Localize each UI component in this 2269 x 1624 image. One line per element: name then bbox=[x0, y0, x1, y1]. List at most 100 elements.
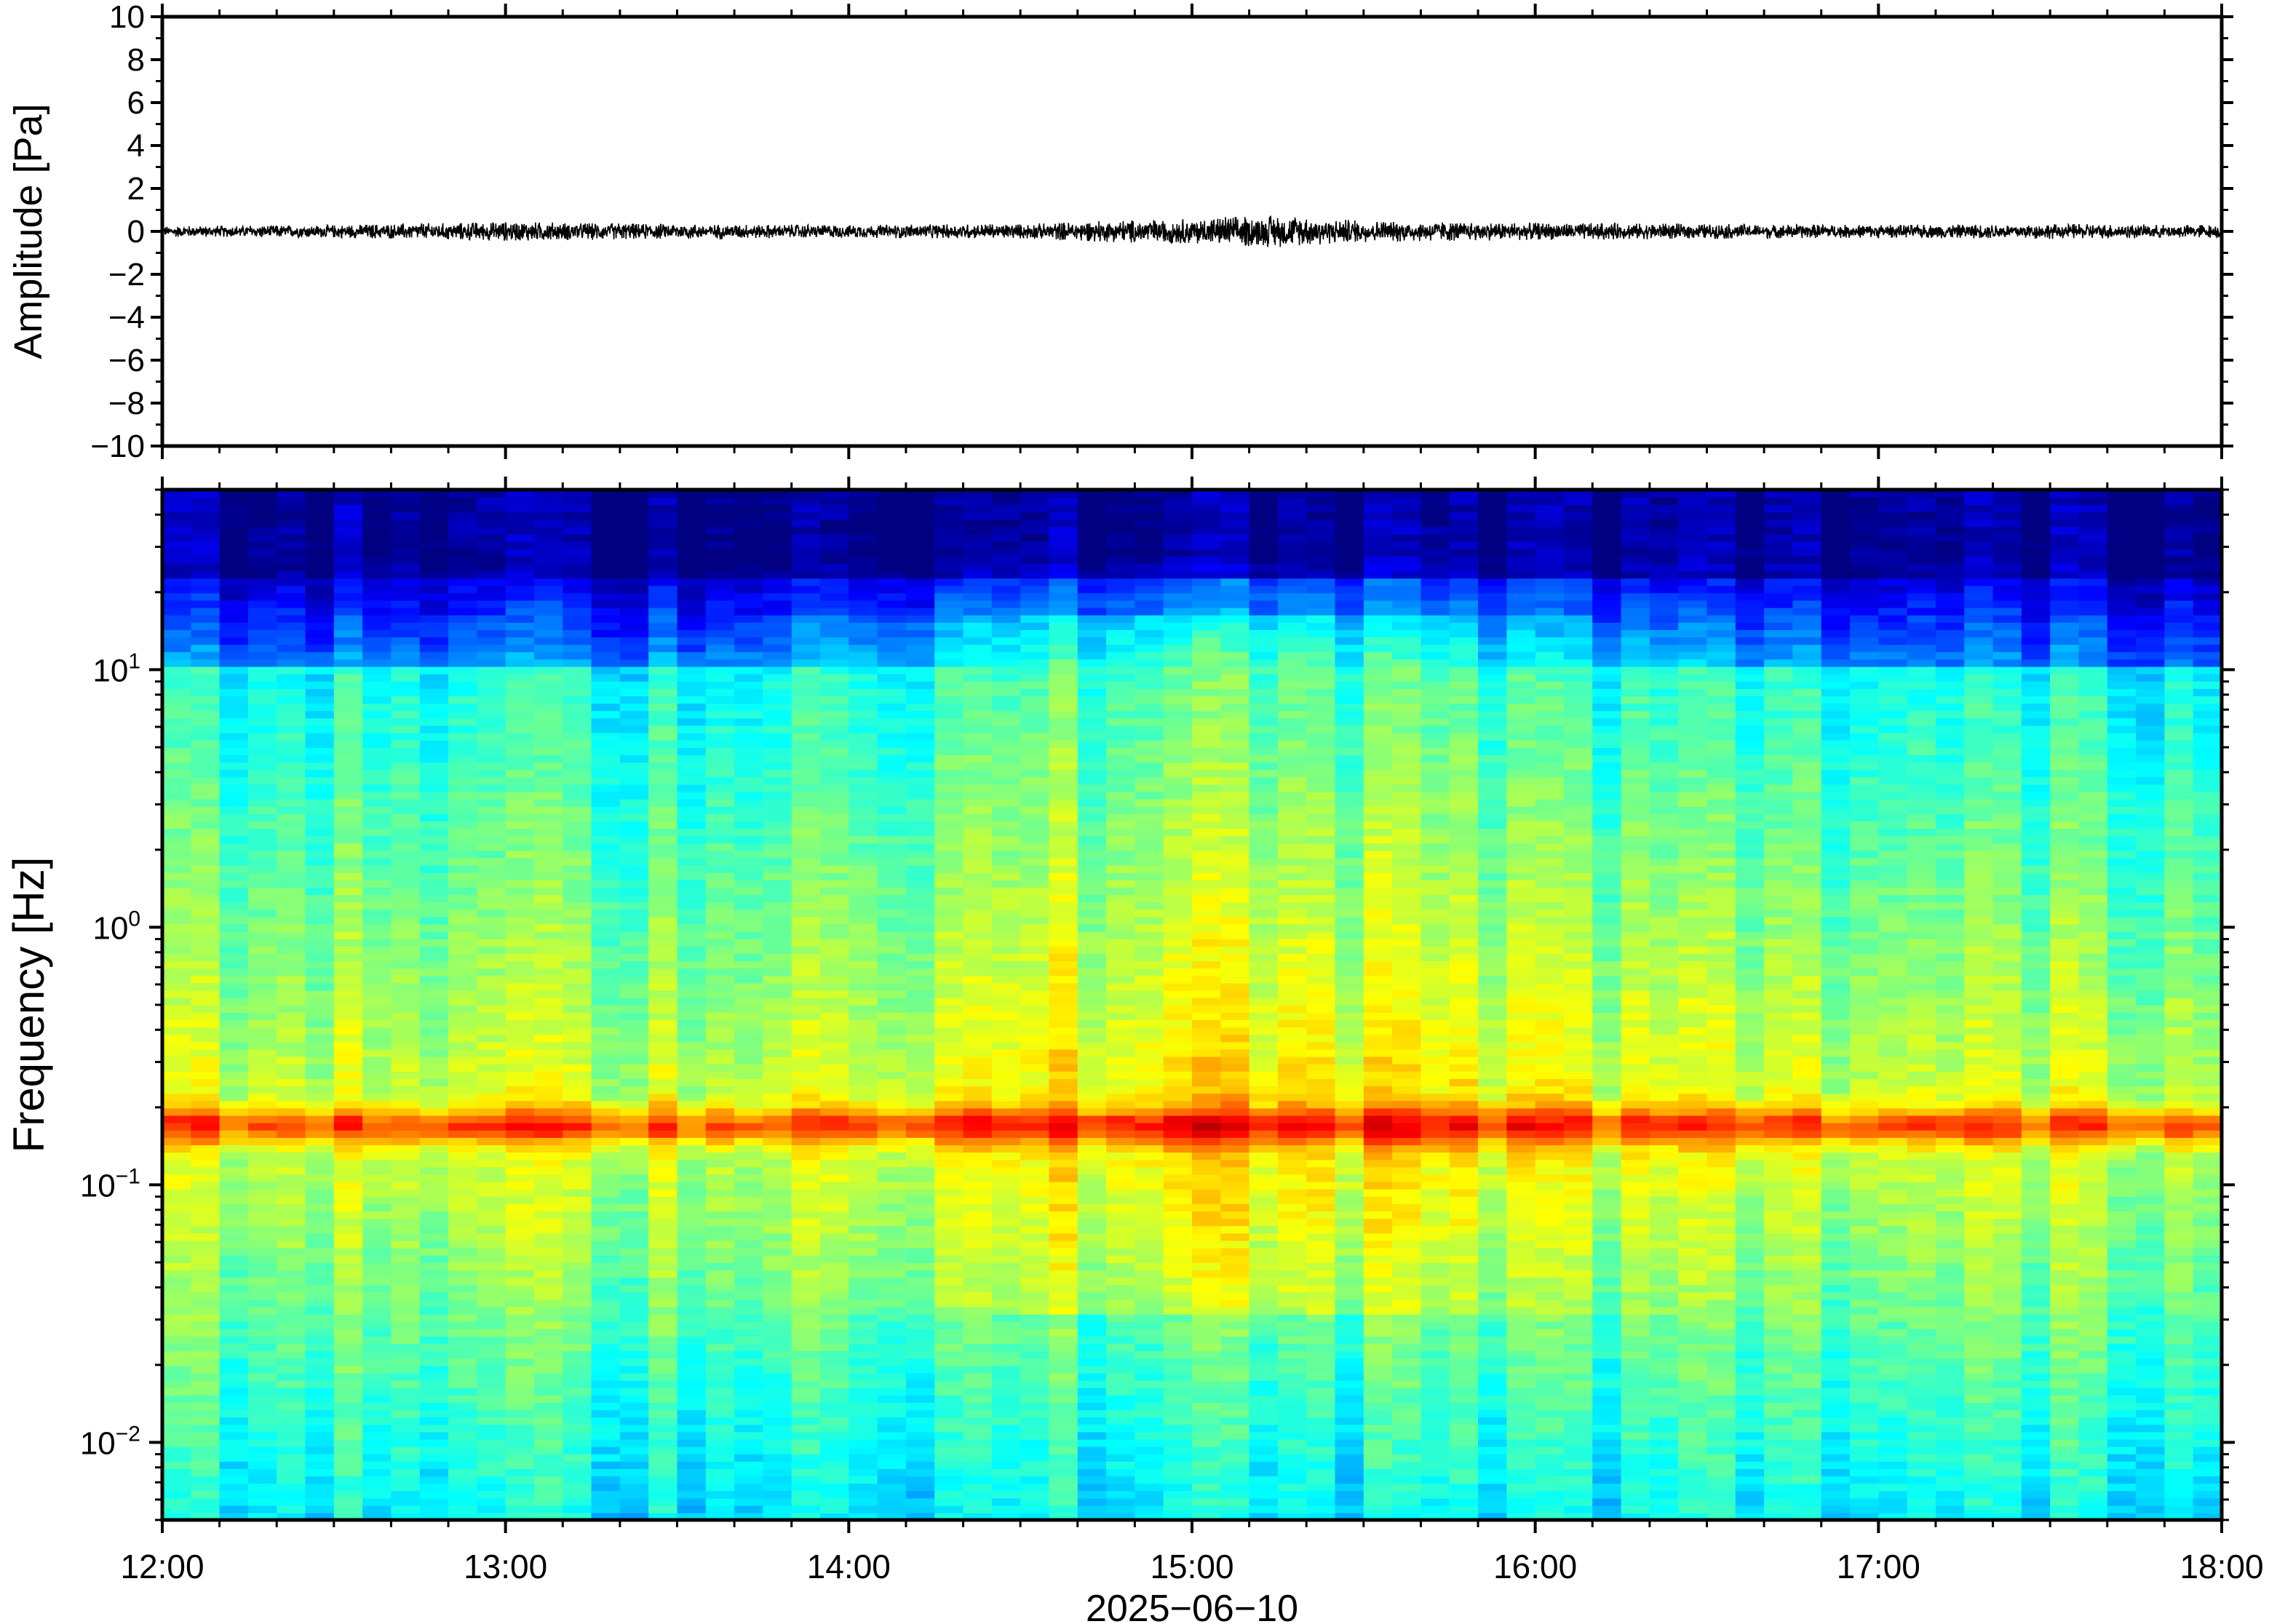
spectrogram-cell bbox=[1049, 739, 1078, 748]
spectrogram-cell bbox=[333, 872, 363, 880]
spectrogram-cell bbox=[763, 1409, 792, 1418]
spectrogram-cell bbox=[448, 1056, 478, 1064]
spectrogram-cell bbox=[391, 533, 421, 542]
spectrogram-cell bbox=[1020, 1299, 1050, 1307]
spectrogram-cell bbox=[305, 497, 335, 506]
spectrogram-cell bbox=[648, 916, 678, 925]
spectrogram-cell bbox=[1134, 1468, 1164, 1477]
spectrogram-cell bbox=[448, 1336, 478, 1345]
spectrogram-cell bbox=[305, 821, 335, 829]
spectrogram-cell bbox=[849, 821, 878, 829]
spectrogram-cell bbox=[677, 1233, 707, 1241]
spectrogram-cell bbox=[648, 1461, 678, 1469]
spectrogram-cell bbox=[791, 1409, 821, 1418]
spectrogram-cell bbox=[219, 644, 249, 653]
spectrogram-cell bbox=[619, 1086, 649, 1094]
spectrogram-cell bbox=[1106, 732, 1136, 741]
spectrogram-cell bbox=[1020, 1380, 1050, 1388]
spectrogram-cell bbox=[362, 622, 392, 630]
spectrogram-cell bbox=[247, 1387, 278, 1396]
spectrogram-cell bbox=[1077, 1078, 1107, 1087]
spectrogram-cell bbox=[763, 1129, 792, 1138]
spectrogram-cell bbox=[247, 755, 278, 763]
spectrogram-cell bbox=[162, 916, 192, 925]
spectrogram-cell bbox=[1106, 880, 1136, 888]
spectrogram-cell bbox=[477, 526, 506, 535]
spectrogram-cell bbox=[677, 1483, 707, 1492]
spectrogram-cell bbox=[277, 1270, 306, 1278]
spectrogram-cell bbox=[505, 688, 535, 696]
spectrogram-cell bbox=[533, 776, 564, 785]
spectrogram-cell bbox=[934, 747, 964, 755]
spectrogram-cell bbox=[905, 1402, 936, 1411]
spectrogram-cell bbox=[849, 1387, 878, 1396]
spectrogram-cell bbox=[877, 901, 907, 910]
spectrogram-cell bbox=[247, 1438, 278, 1447]
spectrogram-cell bbox=[1106, 1270, 1136, 1278]
spectrogram-cell bbox=[820, 982, 850, 991]
spectrogram-cell bbox=[247, 828, 278, 837]
spectrogram-cell bbox=[1049, 1247, 1078, 1256]
spectrogram-cell bbox=[419, 1306, 449, 1315]
spectrogram-cell bbox=[1077, 1299, 1107, 1307]
spectrogram-cell bbox=[1020, 887, 1050, 896]
spectrogram-cell bbox=[619, 1505, 649, 1513]
spectrogram-cell bbox=[333, 519, 363, 528]
spectrogram-cell bbox=[162, 1233, 192, 1241]
spectrogram-cell bbox=[591, 923, 621, 932]
spectrogram-cell bbox=[419, 791, 449, 800]
spectrogram-cell bbox=[763, 909, 792, 918]
spectrogram-cell bbox=[648, 880, 678, 888]
spectrogram-cell bbox=[247, 1107, 278, 1116]
spectrogram-cell bbox=[963, 1071, 993, 1079]
spectrogram-cell bbox=[1077, 666, 1107, 674]
spectrogram-cell bbox=[1077, 1446, 1107, 1454]
spectrogram-cell bbox=[934, 651, 964, 660]
spectrogram-cell bbox=[391, 1137, 421, 1145]
spectrogram-cell bbox=[191, 798, 220, 807]
spectrogram-cell bbox=[505, 1122, 535, 1131]
spectrogram-cell bbox=[905, 541, 936, 549]
spectrogram-cell bbox=[1020, 946, 1050, 954]
spectrogram-cell bbox=[162, 1100, 192, 1109]
spectrogram-cell bbox=[477, 666, 506, 674]
spectrogram-cell bbox=[763, 1195, 792, 1204]
spectrogram-cell bbox=[362, 526, 392, 535]
spectrogram-cell bbox=[877, 762, 907, 771]
spectrogram-cell bbox=[1134, 1195, 1164, 1204]
spectrogram-cell bbox=[934, 1195, 964, 1204]
spectrogram-cell bbox=[934, 1490, 964, 1499]
spectrogram-cell bbox=[162, 519, 192, 528]
spectrogram-cell bbox=[791, 1329, 821, 1337]
spectrogram-cell bbox=[1106, 798, 1136, 807]
spectrogram-cell bbox=[963, 1174, 993, 1182]
spectrogram-cell bbox=[677, 1417, 707, 1425]
spectrogram-cell bbox=[648, 1483, 678, 1492]
spectrogram-cell bbox=[877, 960, 907, 969]
spectrogram-cell bbox=[247, 1505, 278, 1513]
spectrogram-cell bbox=[905, 1336, 936, 1345]
spectrogram-cell bbox=[820, 990, 850, 998]
spectrogram-cell bbox=[934, 666, 964, 674]
spectrogram-cell bbox=[763, 1313, 792, 1322]
spectrogram-cell bbox=[877, 953, 907, 962]
spectrogram-cell bbox=[934, 512, 964, 520]
spectrogram-cell bbox=[419, 784, 449, 792]
spectrogram-cell bbox=[591, 946, 621, 954]
spectrogram-cell bbox=[763, 843, 792, 851]
spectrogram-cell bbox=[191, 592, 220, 601]
spectrogram-cell bbox=[763, 990, 792, 998]
spectrogram-cell bbox=[162, 1137, 192, 1145]
spectrogram-cell bbox=[448, 887, 478, 896]
spectrogram-cell bbox=[305, 1100, 335, 1109]
spectrogram-cell bbox=[934, 1372, 964, 1381]
spectrogram-cell bbox=[162, 1329, 192, 1337]
spectrogram-cell bbox=[849, 592, 878, 601]
spectrogram-cell bbox=[1077, 1476, 1107, 1484]
spectrogram-cell bbox=[448, 828, 478, 837]
spectrogram-cell bbox=[1020, 526, 1050, 535]
spectrogram-cell bbox=[648, 946, 678, 954]
spectrogram-cell bbox=[648, 541, 678, 549]
spectrogram-cell bbox=[362, 1270, 392, 1278]
spectrogram-cell bbox=[419, 916, 449, 925]
